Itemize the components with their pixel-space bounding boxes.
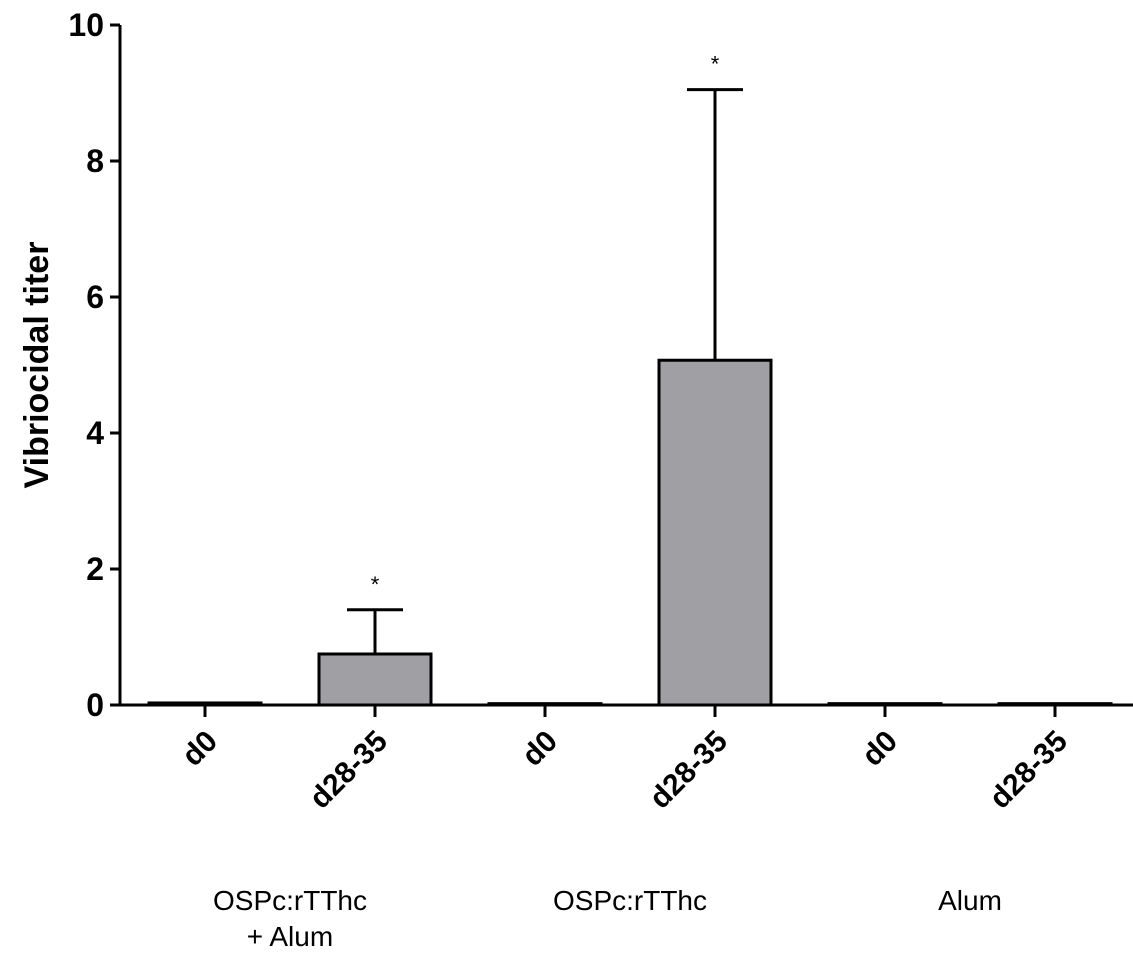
y-tick-label: 8	[86, 143, 104, 179]
y-axis-label: Vibriocidal titer	[18, 242, 56, 489]
bar	[997, 702, 1113, 707]
y-tick-label: 2	[86, 551, 104, 587]
group-label: Alum	[938, 885, 1002, 916]
y-tick-label: 6	[86, 279, 104, 315]
group-label: OSPc:rTThc	[553, 885, 707, 916]
bar	[317, 652, 433, 707]
annotation: *	[711, 52, 720, 77]
x-tick-label: d0	[856, 725, 904, 773]
y-tick-label: 10	[68, 7, 104, 43]
x-tick-label: d28-35	[983, 725, 1074, 816]
bar	[657, 358, 773, 707]
bar	[827, 702, 943, 707]
bar	[147, 701, 263, 707]
y-tick-label: 0	[86, 687, 104, 723]
annotation: *	[371, 572, 380, 597]
error-bar	[687, 88, 743, 361]
x-tick-label: d0	[516, 725, 564, 773]
y-tick-label: 4	[86, 415, 104, 451]
error-bar	[347, 608, 403, 654]
bar	[487, 702, 603, 707]
group-label: + Alum	[247, 921, 333, 952]
x-tick-label: d0	[176, 725, 224, 773]
x-tick-label: d28-35	[643, 725, 734, 816]
group-label: OSPc:rTThc	[213, 885, 367, 916]
x-tick-label: d28-35	[303, 725, 394, 816]
